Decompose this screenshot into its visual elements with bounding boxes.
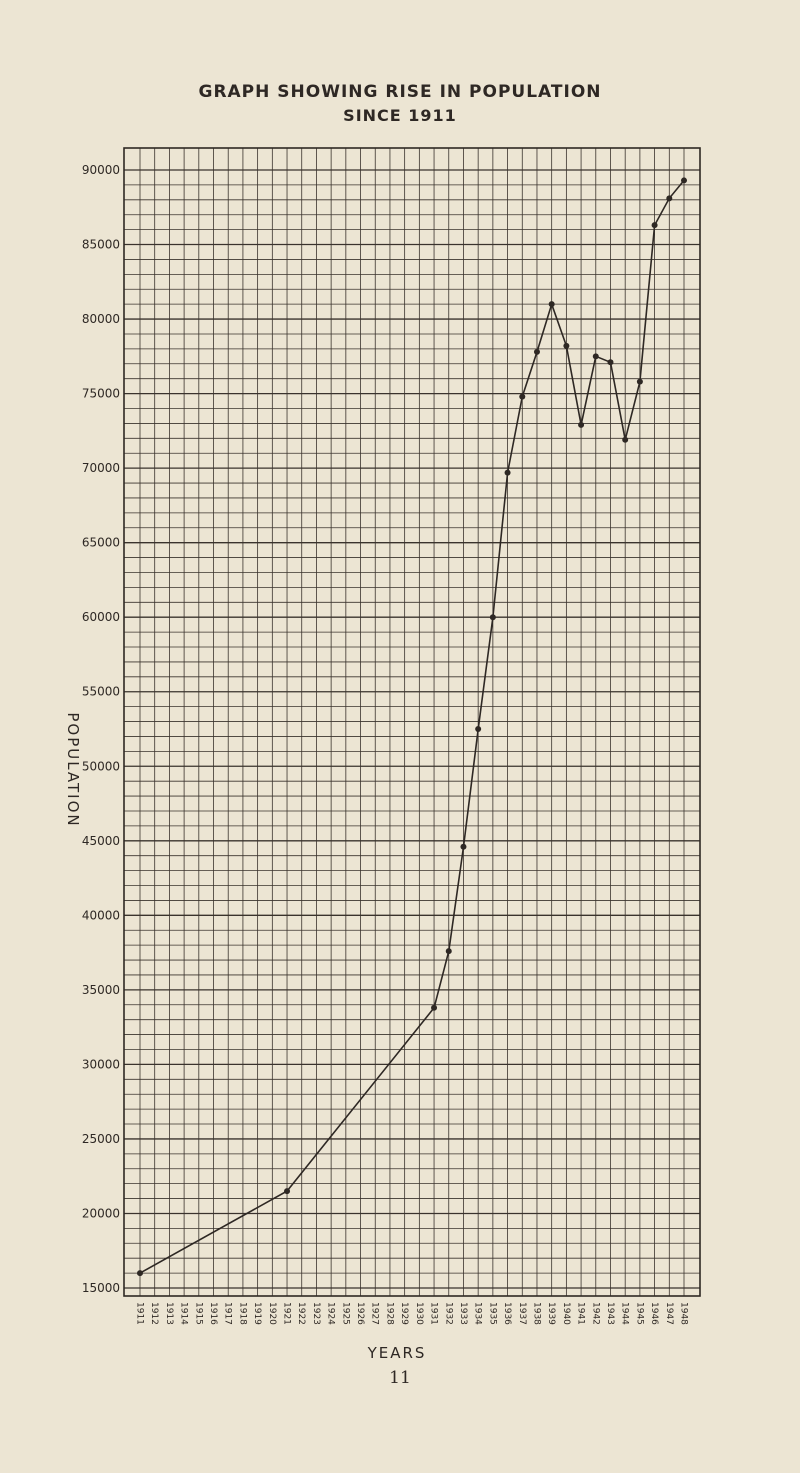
x-tick-label: 1943	[605, 1302, 615, 1325]
data-point	[578, 421, 585, 428]
x-tick-label: 1942	[590, 1302, 600, 1325]
y-tick-label: 50000	[82, 759, 120, 773]
x-tick-label: 1937	[517, 1302, 527, 1325]
y-tick-label: 60000	[82, 610, 120, 624]
chart-border	[123, 147, 701, 1297]
data-point	[666, 195, 673, 202]
x-tick-label: 1941	[576, 1302, 586, 1325]
data-point	[445, 948, 452, 955]
data-point	[548, 301, 555, 308]
x-tick-label: 1920	[267, 1302, 277, 1325]
x-tick-label: 1945	[634, 1302, 644, 1325]
x-tick-label: 1936	[502, 1302, 512, 1325]
x-tick-label: 1916	[208, 1302, 218, 1325]
y-axis-label: POPULATION	[64, 712, 82, 827]
page-number: 11	[389, 1368, 411, 1388]
y-tick-label: 85000	[82, 238, 120, 252]
data-point	[636, 378, 643, 385]
x-tick-label: 1932	[443, 1302, 453, 1325]
y-tick-label: 65000	[82, 536, 120, 550]
y-tick-label: 40000	[82, 908, 120, 922]
y-tick-label: 20000	[82, 1206, 120, 1220]
y-axis-ticks: 15000 20000 25000 30000 35000 40000 45000 50000…	[82, 163, 120, 1295]
x-tick-label: 1915	[193, 1302, 203, 1325]
data-point	[431, 1004, 438, 1011]
x-tick-label: 1911	[135, 1302, 145, 1325]
x-tick-label: 1944	[620, 1302, 630, 1325]
data-point	[460, 843, 467, 850]
x-tick-label: 1913	[164, 1302, 174, 1325]
x-tick-label: 1938	[531, 1302, 541, 1325]
x-tick-label: 1928	[384, 1302, 394, 1325]
y-tick-label: 80000	[82, 312, 120, 326]
chart-title: GRAPH SHOWING RISE IN POPULATION	[198, 82, 602, 102]
x-tick-label: 1914	[179, 1302, 189, 1325]
x-tick-label: 1948	[679, 1302, 689, 1325]
data-point	[284, 1188, 291, 1195]
data-point	[622, 436, 629, 443]
x-tick-label: 1927	[370, 1302, 380, 1325]
x-tick-label: 1930	[414, 1302, 424, 1325]
data-point	[504, 469, 511, 476]
x-tick-label: 1946	[649, 1302, 659, 1325]
data-point	[533, 348, 540, 355]
chart-grid	[124, 148, 700, 1296]
x-tick-label: 1931	[429, 1302, 439, 1325]
y-tick-label: 55000	[82, 685, 120, 699]
x-tick-label: 1923	[311, 1302, 321, 1325]
x-tick-label: 1947	[664, 1302, 674, 1325]
y-tick-label: 75000	[82, 387, 120, 401]
chart-frame	[123, 147, 701, 1297]
x-tick-label: 1918	[237, 1302, 247, 1325]
y-tick-label: 45000	[82, 834, 120, 848]
y-tick-label: 25000	[82, 1132, 120, 1146]
population-line	[139, 179, 685, 1274]
x-tick-label: 1933	[458, 1302, 468, 1325]
x-tick-label: 1925	[340, 1302, 350, 1325]
data-point	[592, 353, 599, 360]
data-point	[651, 222, 658, 229]
x-tick-label: 1924	[326, 1302, 336, 1325]
x-tick-label: 1926	[355, 1302, 365, 1325]
y-tick-label: 30000	[82, 1057, 120, 1071]
x-tick-label: 1921	[282, 1302, 292, 1325]
x-tick-label: 1940	[561, 1302, 571, 1325]
chart-subtitle: SINCE 1911	[343, 106, 457, 125]
x-axis-ticks: 1911 1912 1913 1914 1915 1916 1917 1918 1919 1920…	[135, 1302, 689, 1325]
y-tick-label: 90000	[82, 163, 120, 177]
x-tick-label: 1922	[296, 1302, 306, 1325]
y-tick-label: 35000	[82, 983, 120, 997]
data-point	[563, 342, 570, 349]
data-point	[137, 1270, 143, 1277]
x-tick-label: 1934	[473, 1302, 483, 1325]
data-point	[519, 393, 526, 400]
data-points	[137, 177, 687, 1277]
data-point	[607, 359, 614, 366]
x-tick-label: 1939	[546, 1302, 556, 1325]
y-tick-label: 70000	[82, 461, 120, 475]
x-tick-label: 1917	[223, 1302, 233, 1325]
data-point	[489, 614, 496, 621]
x-tick-label: 1912	[149, 1302, 159, 1325]
x-tick-label: 1929	[399, 1302, 409, 1325]
x-tick-label: 1919	[252, 1302, 262, 1325]
x-tick-label: 1935	[487, 1302, 497, 1325]
y-tick-label: 15000	[82, 1281, 120, 1295]
data-point	[475, 726, 482, 732]
x-axis-label: YEARS	[367, 1344, 427, 1362]
data-point	[681, 177, 687, 184]
